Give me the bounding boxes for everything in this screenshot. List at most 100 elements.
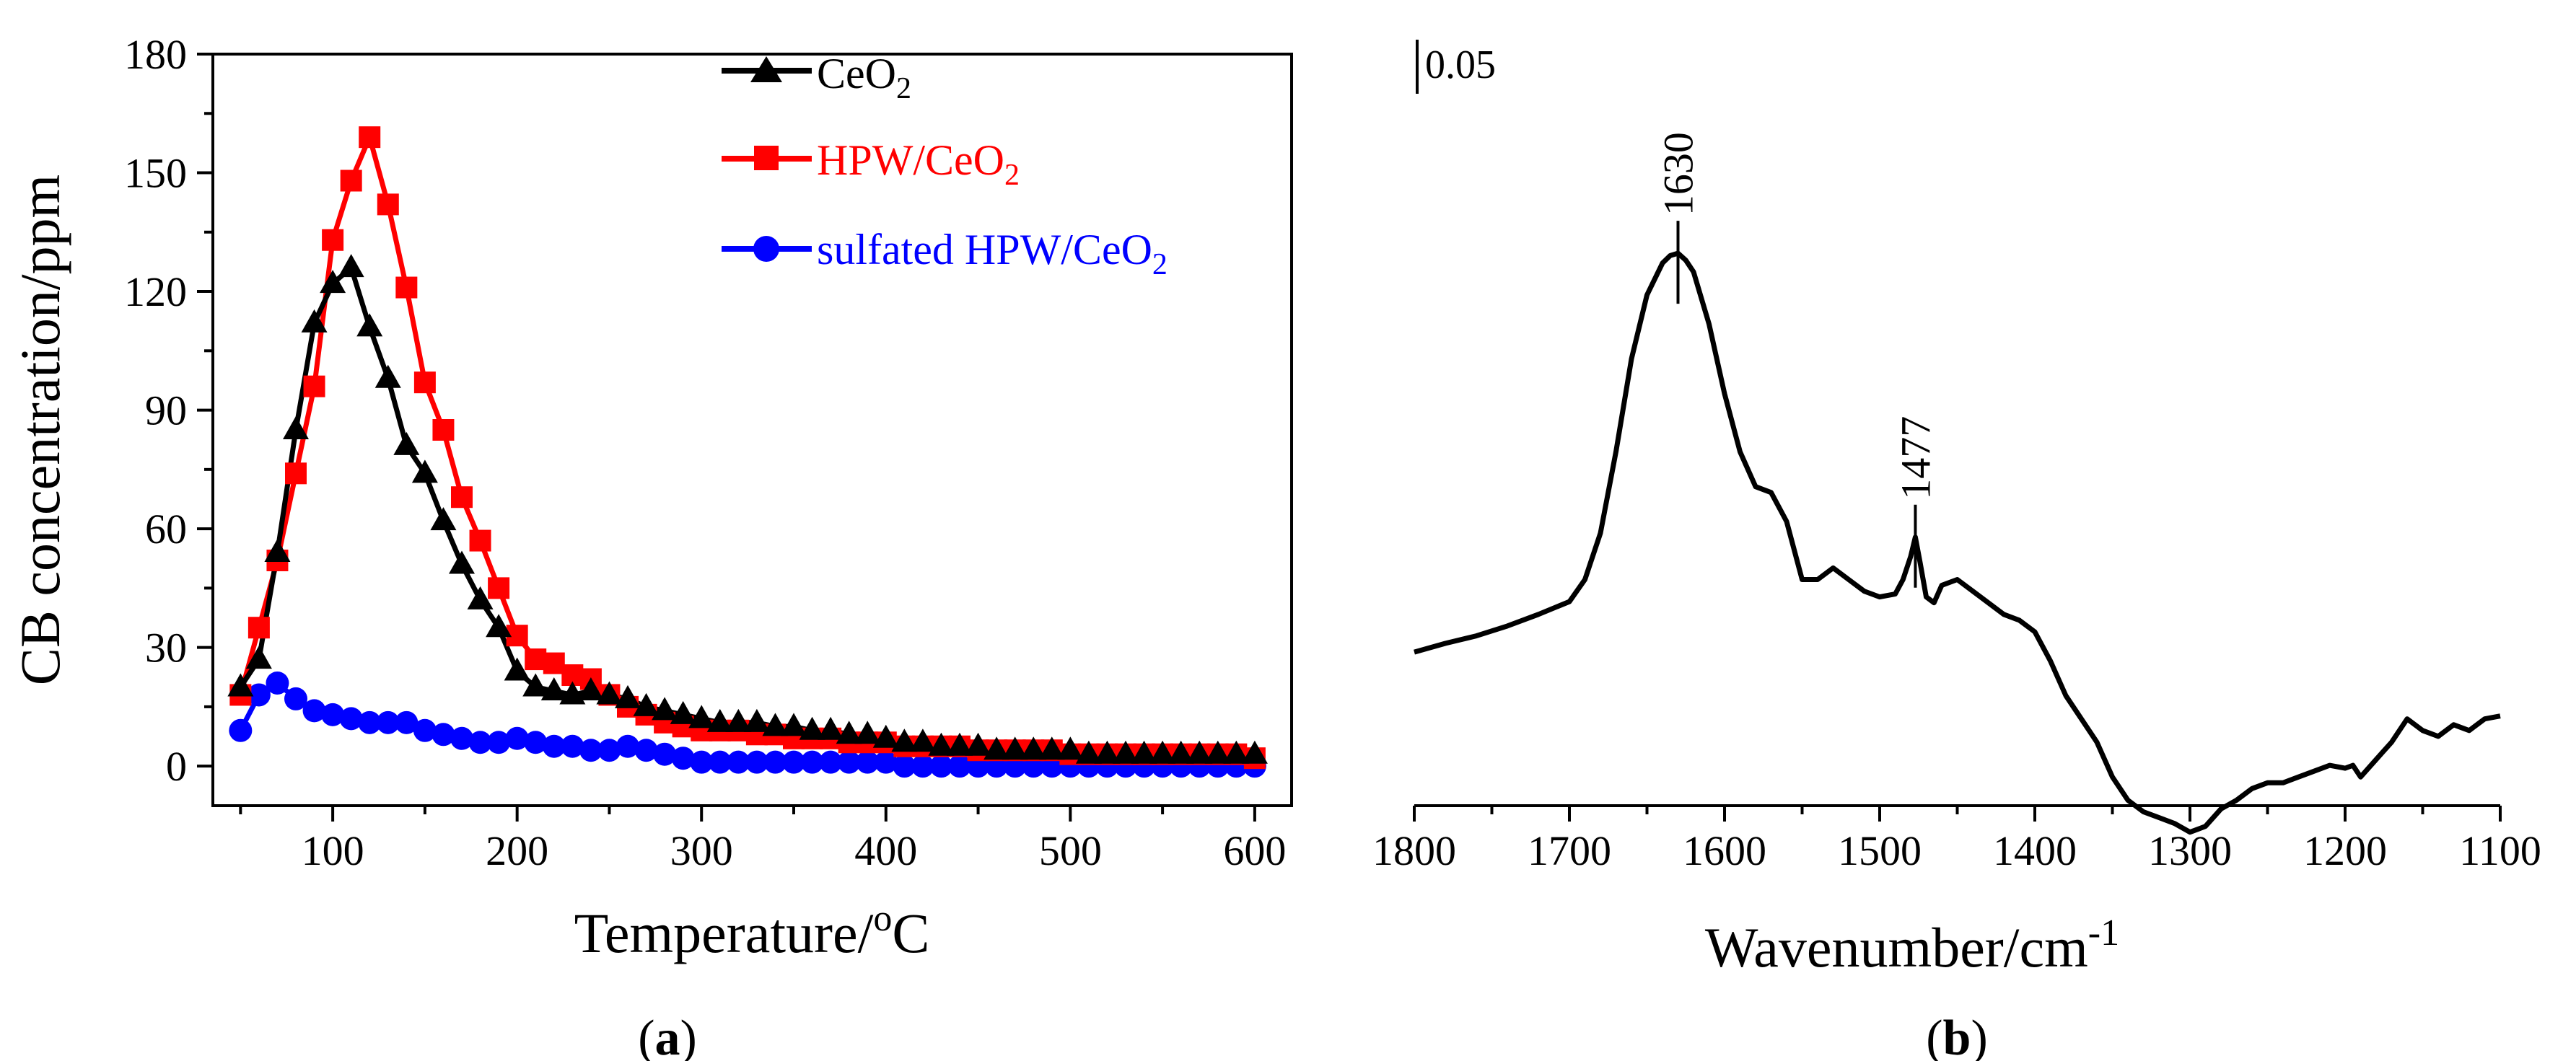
data-point-sulfated-hpw-ceo2 [745, 750, 768, 774]
data-point-ceo2 [670, 700, 696, 724]
panel-a-x-axis-title: Temperature/oC [574, 898, 930, 964]
panel-a: 100 200 300 400 500 600 0 30 60 90 120 150 180 CeO2… [9, 31, 1293, 1061]
panel-b: 1630 1477 1800 1700 1600 1500 1400 1300 1200 110… [1372, 40, 2541, 1061]
data-point-ceo2 [633, 692, 660, 716]
data-point-ceo2 [374, 364, 401, 388]
data-point-sulfated-hpw-ceo2 [376, 710, 400, 734]
data-point-ceo2 [706, 708, 733, 732]
spectrum-line [1414, 250, 2501, 835]
data-point-sulfated-hpw-ceo2 [948, 754, 971, 778]
data-point-sulfated-hpw-ceo2 [819, 750, 843, 774]
data-point-ceo2 [836, 721, 862, 744]
panel-a-legend: CeO2 HPW/CeO2 sulfated HPW/CeO2 [722, 50, 1167, 281]
data-point-hpw-ceo2 [451, 486, 473, 509]
data-point-ceo2 [743, 708, 770, 732]
data-point-ceo2 [1149, 740, 1176, 764]
data-point-ceo2 [486, 614, 512, 638]
data-point-ceo2 [245, 646, 272, 669]
x-tick-label: 1600 [1683, 827, 1766, 874]
x-tick-label: 1500 [1838, 827, 1922, 874]
legend-entry-hpw-ceo2: HPW/CeO2 [722, 136, 1020, 192]
data-point-hpw-ceo2 [247, 617, 270, 639]
data-point-hpw-ceo2 [488, 577, 510, 599]
panel-b-peak-annotations: 1630 1477 [1655, 132, 1939, 588]
data-point-hpw-ceo2 [340, 170, 362, 192]
data-point-ceo2 [1094, 740, 1121, 764]
data-point-ceo2 [652, 697, 678, 721]
data-point-ceo2 [872, 724, 899, 748]
data-point-sulfated-hpw-ceo2 [524, 731, 548, 754]
x-tick-label: 1800 [1372, 827, 1456, 874]
data-point-sulfated-hpw-ceo2 [284, 687, 307, 710]
x-tick-label: 500 [1039, 827, 1102, 874]
data-point-sulfated-hpw-ceo2 [468, 731, 492, 754]
x-tick-label: 600 [1223, 827, 1286, 874]
data-point-ceo2 [781, 713, 807, 736]
data-point-sulfated-hpw-ceo2 [856, 750, 880, 774]
x-tick-label: 1700 [1528, 827, 1611, 874]
series-line-ceo2 [238, 265, 1255, 757]
data-point-hpw-ceo2 [413, 371, 436, 394]
data-point-ceo2 [1113, 740, 1139, 764]
data-point-hpw-ceo2 [469, 529, 491, 552]
data-point-ceo2 [1002, 736, 1028, 760]
scale-bar-label: 0.05 [1425, 43, 1496, 87]
data-point-ceo2 [522, 673, 549, 697]
data-point-sulfated-hpw-ceo2 [487, 731, 511, 754]
data-point-ceo2 [909, 728, 936, 752]
data-point-sulfated-hpw-ceo2 [616, 734, 639, 758]
legend-label-ceo2: CeO2 [817, 50, 911, 105]
data-point-sulfated-hpw-ceo2 [708, 750, 732, 774]
triangle-marker-icon [750, 56, 782, 82]
data-point-ceo2 [1057, 736, 1084, 760]
data-point-sulfated-hpw-ceo2 [837, 750, 861, 774]
data-point-sulfated-hpw-ceo2 [358, 710, 382, 734]
data-point-sulfated-hpw-ceo2 [413, 718, 437, 742]
data-point-ceo2 [1038, 736, 1065, 760]
data-point-sulfated-hpw-ceo2 [763, 750, 787, 774]
data-point-ceo2 [596, 681, 623, 705]
legend-label-hpw-ceo2: HPW/CeO2 [817, 136, 1020, 192]
data-point-ceo2 [615, 684, 641, 708]
data-point-ceo2 [965, 732, 991, 756]
data-point-sulfated-hpw-ceo2 [597, 739, 621, 762]
data-point-ceo2 [577, 677, 604, 700]
panel-a-series-markers [227, 126, 1268, 778]
data-point-ceo2 [283, 416, 309, 439]
data-point-ceo2 [1204, 740, 1231, 764]
data-point-ceo2 [1131, 740, 1157, 764]
panel-b-x-axis-title: Wavenumber/cm-1 [1705, 912, 2119, 979]
x-tick-label: 1400 [1993, 827, 2077, 874]
data-point-sulfated-hpw-ceo2 [321, 703, 345, 726]
data-point-sulfated-hpw-ceo2 [800, 750, 824, 774]
y-tick-label: 90 [145, 387, 187, 434]
data-point-ceo2 [301, 309, 328, 333]
data-point-sulfated-hpw-ceo2 [266, 671, 289, 695]
data-point-ceo2 [891, 728, 918, 752]
data-point-ceo2 [1167, 740, 1194, 764]
peak-label: 1630 [1655, 132, 1702, 216]
panel-a-y-axis: 0 30 60 90 120 150 180 [124, 31, 213, 790]
data-point-sulfated-hpw-ceo2 [911, 754, 934, 778]
data-point-ceo2 [854, 721, 881, 744]
data-point-sulfated-hpw-ceo2 [431, 723, 455, 747]
data-point-hpw-ceo2 [543, 652, 565, 674]
data-point-ceo2 [449, 550, 475, 574]
panel-a-x-axis: 100 200 300 400 500 600 [239, 806, 1286, 874]
data-point-hpw-ceo2 [285, 462, 307, 485]
data-point-ceo2 [688, 705, 715, 728]
data-point-hpw-ceo2 [359, 126, 381, 149]
data-point-ceo2 [338, 254, 364, 278]
data-point-sulfated-hpw-ceo2 [505, 726, 529, 750]
data-point-hpw-ceo2 [525, 648, 547, 671]
circle-marker-icon [753, 236, 779, 262]
data-point-ceo2 [1223, 740, 1250, 764]
y-tick-label: 120 [124, 268, 187, 315]
panel-b-x-axis: 1800 1700 1600 1500 1400 1300 1200 1100 [1372, 806, 2541, 874]
x-tick-label: 100 [302, 827, 364, 874]
x-tick-label: 300 [670, 827, 733, 874]
data-point-ceo2 [264, 539, 291, 563]
data-point-ceo2 [411, 459, 438, 483]
data-point-ceo2 [818, 716, 844, 740]
